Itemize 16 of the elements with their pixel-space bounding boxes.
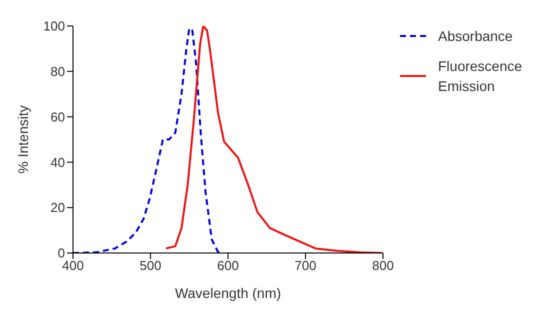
y-tick-label: 20 [50, 200, 65, 216]
x-tick-label: 600 [217, 258, 239, 274]
legend-label: Absorbance [438, 27, 514, 46]
x-tick-label: 800 [372, 258, 394, 274]
x-axis-title: Wavelength (nm) [174, 285, 282, 301]
y-tick-label: 60 [50, 109, 65, 124]
x-tick-label: 700 [294, 258, 316, 274]
y-tick-label: 80 [50, 64, 65, 80]
line-series [165, 26, 383, 253]
y-tick-label: 40 [50, 154, 65, 170]
x-tick-label: 500 [140, 258, 162, 274]
y-axis-title: % Intensity [14, 105, 31, 174]
legend-label: Fluorescence Emission [438, 57, 524, 96]
y-tick-label: 0 [58, 246, 65, 261]
y-tick-label: 100 [43, 18, 65, 34]
x-tick-label: 400 [62, 258, 84, 274]
